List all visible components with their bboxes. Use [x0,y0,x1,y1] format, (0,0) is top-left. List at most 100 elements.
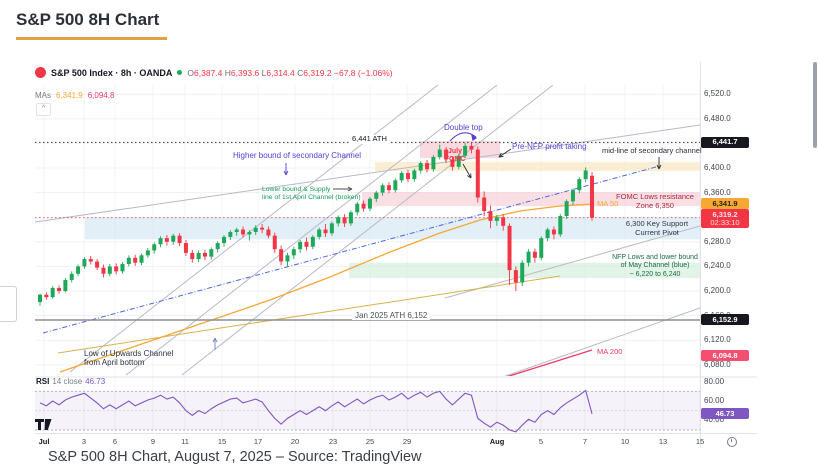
title-underline [16,37,167,40]
market-status-dot-icon [177,70,183,75]
price-axis-label: 6,280.0 [704,236,731,246]
time-axis-label: 5 [538,437,544,446]
time-axis-label: 6 [112,437,118,446]
time-axis-label: 15 [695,437,705,446]
annotation-fomc-zone-line1: FOMC Lows resistance [616,192,694,201]
time-axis-label: 10 [620,437,630,446]
annotation-nfp-lows: NFP Lows and lower bound of May Channel … [607,254,703,279]
time-axis-label: 11 [181,437,189,446]
rsi-badge: 46.73 [701,408,749,420]
symbol-title[interactable]: S&P 500 Index · 8h · OANDA [51,67,173,78]
annotation-july-fomc-line1: July [447,148,462,155]
time-axis[interactable]: Jul 3 6 9 11 15 17 20 23 25 29 Aug 5 7 10 13 15 [0,434,760,449]
change-value: −67.8 (−1.06%) [334,67,393,78]
price-axis-label: 6,360.0 [704,187,731,197]
annotation-nfp-lows-line3: ~ 6,220 to 6,240 [629,270,681,278]
open-label: O [187,67,194,78]
time-axis-label: 9 [150,437,156,446]
price-axis-label: 6,520.0 [704,89,731,99]
price-badge: 6,094.8 [701,350,749,362]
ma200-line [507,349,593,376]
trendline-secondary_channel_upper [35,124,700,223]
annotation-lower-bound-line2: line of 1st April Channel (broken) [262,194,361,202]
zone-key_support_zone [85,217,700,240]
time-axis-label: 25 [365,437,375,446]
price-badge: 6,441.7 [701,136,749,148]
legend-collapse-button[interactable]: ^ [36,103,51,116]
annotation-july-fomc: July FOMC [437,148,473,165]
price-axis-label: 6,400.0 [704,163,731,173]
time-axis-label: Aug [489,437,505,446]
time-axis-label: 29 [402,437,412,446]
annotation-low-channel: Low of Upwards Channel from April bottom [84,349,173,368]
low-value: 6,314.4 [266,67,295,78]
rsi-line [39,389,593,433]
annotation-nfp-lows-line1: NFP Lows and lower bound [612,254,698,261]
high-label: H [224,67,231,78]
annotation-ath-label: 6,441 ATH [349,134,390,144]
time-axis-label: 20 [290,437,300,446]
high-value: 6,393.6 [230,67,260,78]
symbol-legend[interactable]: S&P 500 Index · 8h · OANDA O6,387.4 H6,3… [35,67,393,78]
close-value: 6,319.2 [303,67,332,78]
price-axis-label: 6,080.0 [704,359,731,369]
rsi-indicator-params: 14 close [52,377,83,386]
price-axis-label: 6,200.0 [704,286,731,296]
zone-nfp_lows_zone [349,262,700,279]
rsi-indicator-name: RSI [36,377,50,386]
time-axis-label: 13 [658,437,668,446]
tradingview-logo[interactable] [35,419,52,431]
price-badge: 6,341.9 [701,198,749,210]
annotation-low-channel-line1: Low of Upwards Channel [84,349,174,358]
time-axis-clock-icon[interactable] [727,437,737,447]
annotation-lower-bound: Lower bound & Supply line of 1st April C… [262,186,361,202]
rsi-axis-label: 60.00 [704,396,725,405]
annotation-higher-bound: Higher bound of secondary Channel [233,151,362,160]
annotation-fomc-zone-line2: Zone 6,350 [636,200,674,210]
time-axis-label: Jul [38,437,50,446]
mas-label: MAs [35,91,51,100]
annotation-fomc-zone: FOMC Lows resistance Zone 6,350 [610,192,700,211]
rsi-indicator-value: 46.73 [85,377,106,386]
annotation-key-support-line2: Current Pivot [635,227,679,237]
close-label: C [297,67,304,78]
annotation-nfp-lows-line2: of May Channel (blue) [620,262,690,270]
page-title: S&P 500 8H Chart [16,10,160,29]
annotation-key-support: 6,300 Key Support Current Pivot [617,219,697,238]
trendline-lower_right_channel_b [504,307,700,376]
time-axis-label: 15 [217,437,227,446]
price-axis-label: 6,480.0 [704,113,731,123]
rsi-axis-label: 40.00 [704,415,725,425]
price-axis[interactable]: 6,520.0 6,480.0 6,400.0 6,360.0 6,280.0 6,240… [700,0,760,474]
rsi-legend[interactable]: RSI 14 close 46.73 [36,377,105,386]
price-axis-label: 6,120.0 [704,335,731,345]
price-axis-label: 6,240.0 [704,261,731,271]
trendline-april_channel_2 [125,85,498,376]
ma-legend[interactable]: MAs 6,341.9 6,094.8 [35,91,114,100]
annotation-ma50: MA 50 [597,199,619,208]
zone-fomc_lows_zone [362,192,700,207]
trendline-lower_right_channel_a [444,225,700,299]
annotation-pre-nfp: Pre-NFP profit taking [512,142,587,151]
zone-mid_secondary_band [375,161,700,172]
rsi-axis-label: 80.00 [704,376,725,386]
page-scrollbar[interactable] [813,62,817,148]
low-label: L [261,67,267,78]
ma50-line [59,203,593,373]
symbol-logo-icon [35,67,46,78]
time-axis-label: 7 [582,437,588,446]
time-axis-label: 17 [253,437,263,446]
price-badge: 6,152.9 [701,314,749,326]
side-panel-handle[interactable] [0,286,17,322]
open-value: 6,387.4 [194,67,223,78]
annotation-mid-line: mid-line of secondary channel [602,146,702,155]
trendline-april_channel_3 [181,85,554,376]
annotation-lower-bound-line1: Lower bound & Supply [262,186,331,193]
annotation-jan-ath: Jan 2025 ATH 6,152 [352,311,431,321]
ma200-legend-value: 6,094.8 [87,91,115,100]
annotation-low-channel-line2: from April bottom [84,358,145,368]
price-badge: 6,319.2 02:33:10 [701,209,749,229]
ohlc-values: O6,387.4 H6,393.6 L6,314.4 C6,319.2 −67.… [187,68,392,78]
